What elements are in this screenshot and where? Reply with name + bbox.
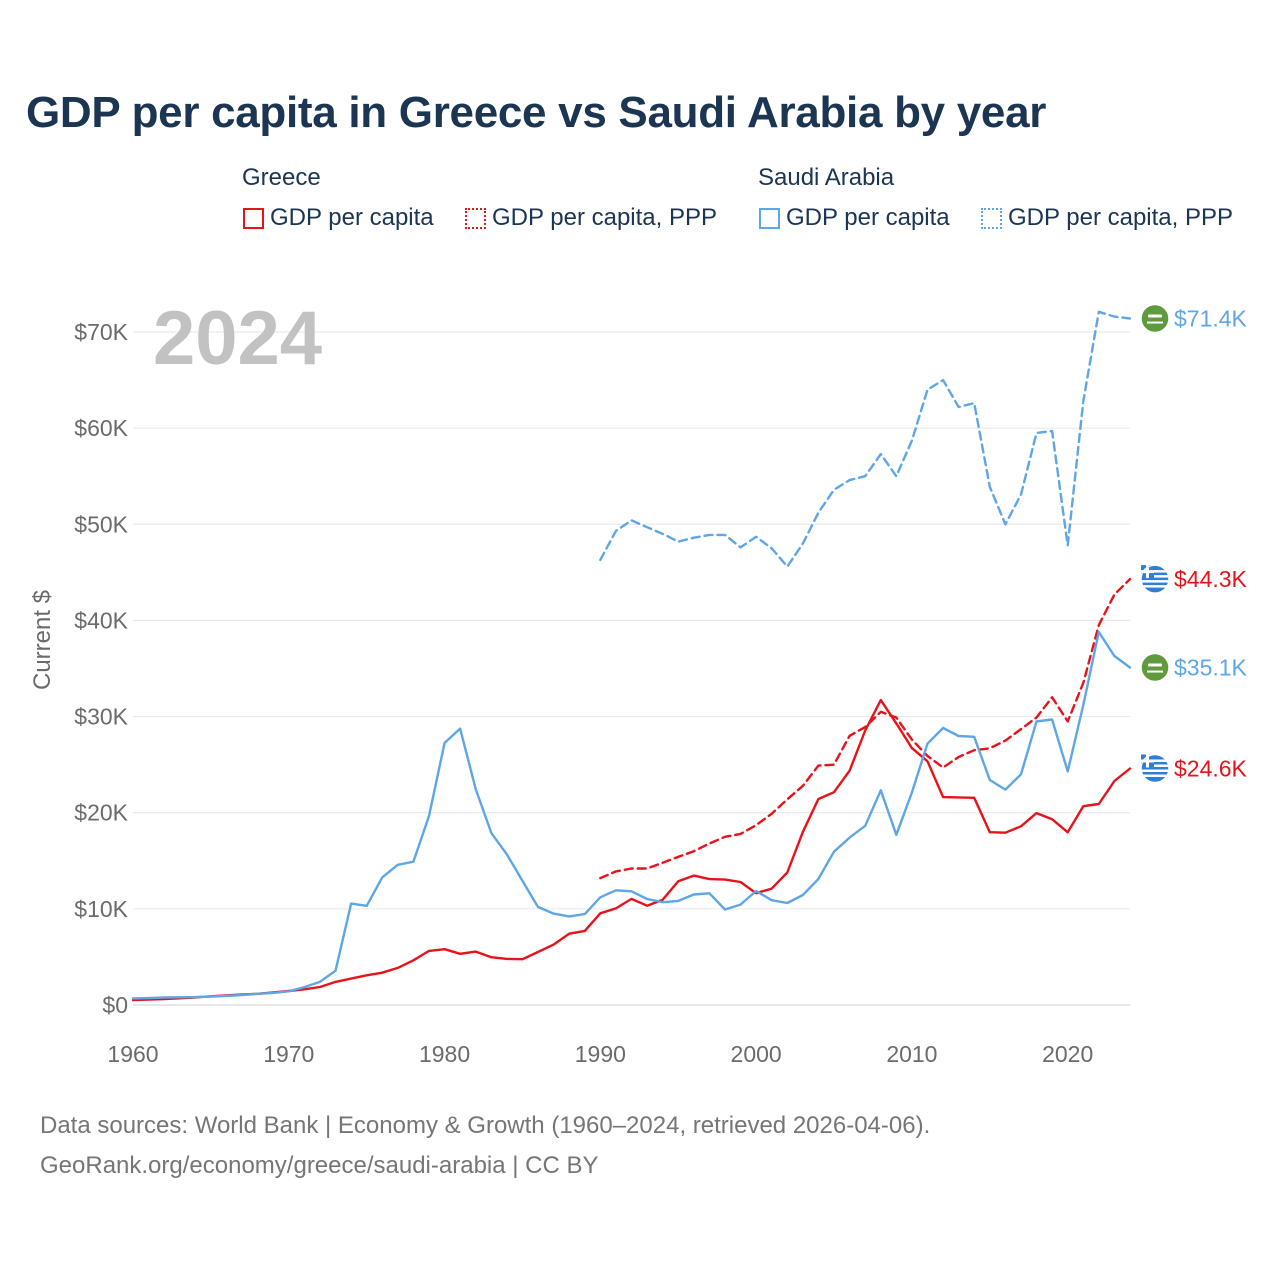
legend-greece-gdp[interactable]: GDP per capita (243, 204, 434, 232)
series-end-label: $35.1K (1174, 655, 1248, 681)
legend-saudi-gdp-label: GDP per capita (786, 204, 950, 231)
y-tick-label: $70K (74, 319, 128, 345)
flag-cross-h (1141, 570, 1154, 574)
flag-disc (1141, 304, 1169, 333)
legend-greece-ppp-label: GDP per capita, PPP (492, 204, 717, 231)
x-tick-label: 1990 (575, 1041, 626, 1067)
greece-flag-icon (1140, 753, 1170, 784)
source-line-2[interactable]: GeoRank.org/economy/greece/saudi-arabia … (40, 1152, 599, 1179)
flag-stripe (1141, 575, 1169, 578)
flag-stripe (1141, 585, 1169, 588)
flag-sword (1147, 321, 1163, 324)
flag-script (1148, 314, 1162, 318)
flag-stripe (1141, 580, 1169, 583)
flag-cross-h (1141, 759, 1154, 763)
year-watermark: 2024 (153, 296, 322, 381)
flag-sword (1147, 670, 1163, 673)
y-axis-label: Current $ (29, 590, 56, 690)
saudi-arabia-flag-icon (1140, 303, 1170, 334)
legend-saudi-heading: Saudi Arabia (758, 164, 895, 191)
flag-stripe (1141, 769, 1169, 772)
y-tick-label: $10K (74, 896, 128, 922)
saudi-arabia-flag-icon (1140, 652, 1170, 683)
flag-ring (1140, 652, 1170, 683)
legend-greece-gdp-label: GDP per capita (270, 204, 434, 231)
source-note: Data sources: World Bank | Economy & Gro… (40, 1106, 930, 1186)
flag-script (1148, 663, 1162, 667)
source-line-1: Data sources: World Bank | Economy & Gro… (40, 1112, 931, 1139)
flag-ring (1140, 303, 1170, 334)
flag-disc (1141, 653, 1169, 682)
x-tick-label: 2000 (731, 1041, 782, 1067)
legend-saudi-ppp-label: GDP per capita, PPP (1008, 204, 1233, 231)
legend-saudi-ppp[interactable]: GDP per capita, PPP (981, 204, 1233, 232)
saudi-ppp-series-line (599, 310, 1132, 568)
y-tick-label: $20K (74, 800, 128, 826)
legend-greece-ppp-swatch (465, 207, 486, 229)
y-tick-label: $40K (74, 607, 128, 633)
flag-stripe (1141, 759, 1169, 762)
legend-saudi-ppp-swatch (981, 207, 1002, 229)
legend-saudi-gdp-swatch (759, 207, 780, 229)
x-tick-label: 1980 (419, 1041, 470, 1067)
x-tick-label: 1970 (263, 1041, 314, 1067)
greece-gdp-series-line (131, 698, 1132, 1002)
legend-greece-gdp-swatch (243, 207, 264, 229)
series-end-label: $24.6K (1174, 755, 1248, 781)
series-end-label: $71.4K (1174, 306, 1248, 332)
y-tick-label: $0 (102, 992, 128, 1018)
flag-ring (1140, 564, 1170, 594)
greece-ppp-series-line (599, 577, 1132, 880)
x-tick-label: 2010 (886, 1041, 937, 1067)
y-tick-label: $60K (74, 415, 128, 441)
legend-greece-heading: Greece (242, 164, 321, 191)
y-tick-label: $50K (74, 511, 128, 537)
flag-stripe (1141, 774, 1169, 777)
chart-title: GDP per capita in Greece vs Saudi Arabia… (26, 88, 1047, 137)
series-end-label: $44.3K (1174, 566, 1248, 592)
legend-saudi-gdp[interactable]: GDP per capita (759, 204, 950, 232)
flag-stripe (1141, 570, 1169, 573)
saudi-gdp-series-line (131, 630, 1132, 1000)
x-tick-label: 1960 (107, 1041, 158, 1067)
flag-ring (1140, 753, 1170, 784)
x-tick-label: 2020 (1042, 1041, 1093, 1067)
greece-flag-icon (1140, 564, 1170, 594)
y-tick-label: $30K (74, 704, 128, 730)
legend-greece-ppp[interactable]: GDP per capita, PPP (465, 204, 717, 232)
flag-stripe (1141, 764, 1169, 767)
